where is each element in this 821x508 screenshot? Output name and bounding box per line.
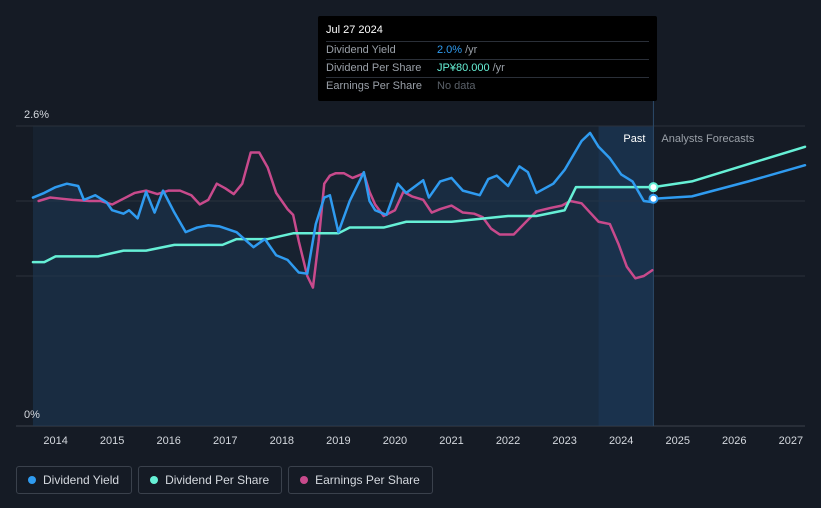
marker-dividend-yield	[648, 193, 659, 204]
x-tick-label: 2027	[779, 435, 803, 447]
series-line-dividend-yield	[31, 131, 807, 275]
x-tick-label: 2025	[665, 435, 689, 447]
x-tick-label: 2017	[213, 435, 237, 447]
legend-dot-icon	[150, 476, 159, 484]
x-tick-label: 2018	[270, 435, 294, 447]
chart-legend: Dividend Yield Dividend Per Share Earnin…	[16, 466, 433, 494]
legend-dot-icon	[300, 476, 309, 484]
chart-tooltip: Jul 27 2024 Dividend Yield 2.0% /yr Divi…	[318, 16, 657, 101]
x-tick-label: 2024	[609, 435, 633, 447]
y-tick-label-bottom: 0%	[24, 409, 40, 421]
tooltip-value: JP¥80.000	[437, 62, 490, 74]
x-tick-label: 2015	[100, 435, 124, 447]
x-tick-label: 2023	[552, 435, 576, 447]
legend-label: Dividend Per Share	[165, 473, 270, 487]
tooltip-value: 2.0%	[437, 44, 463, 56]
tooltip-unit: /yr	[465, 44, 478, 56]
series-line-dividend-per-share	[31, 145, 807, 264]
x-tick-label: 2016	[156, 435, 180, 447]
legend-item-dividend-yield[interactable]: Dividend Yield	[16, 466, 133, 494]
tooltip-row-dividend-yield: Dividend Yield 2.0% /yr	[326, 41, 649, 59]
x-tick-label: 2014	[43, 435, 67, 447]
legend-label: Dividend Yield	[43, 473, 120, 487]
dividend-yield-area	[32, 132, 654, 426]
past-label: Past	[623, 133, 645, 145]
series-line-earnings-per-share	[37, 151, 654, 289]
legend-label: Earnings Per Share	[315, 473, 420, 487]
marker-dividend-per-share	[648, 182, 659, 193]
x-tick-label: 2022	[496, 435, 520, 447]
x-tick-label: 2019	[326, 435, 350, 447]
forecast-label: Analysts Forecasts	[661, 133, 754, 145]
tooltip-label: Earnings Per Share	[326, 80, 422, 92]
tooltip-unit: /yr	[492, 62, 505, 74]
x-tick-label: 2026	[722, 435, 746, 447]
tooltip-row-dividend-per-share: Dividend Per Share JP¥80.000 /yr	[326, 59, 649, 77]
tooltip-value: No data	[437, 80, 476, 92]
x-tick-label: 2020	[383, 435, 407, 447]
x-tick-label: 2021	[439, 435, 463, 447]
legend-item-earnings-per-share[interactable]: Earnings Per Share	[288, 466, 433, 494]
legend-dot-icon	[28, 476, 36, 484]
y-tick-label-top: 2.6%	[24, 109, 49, 121]
tooltip-date: Jul 27 2024	[326, 24, 383, 36]
tooltip-row-earnings-per-share: Earnings Per Share No data	[326, 77, 649, 95]
tooltip-label: Dividend Per Share	[326, 62, 422, 74]
legend-item-dividend-per-share[interactable]: Dividend Per Share	[138, 466, 283, 494]
tooltip-label: Dividend Yield	[326, 44, 396, 56]
